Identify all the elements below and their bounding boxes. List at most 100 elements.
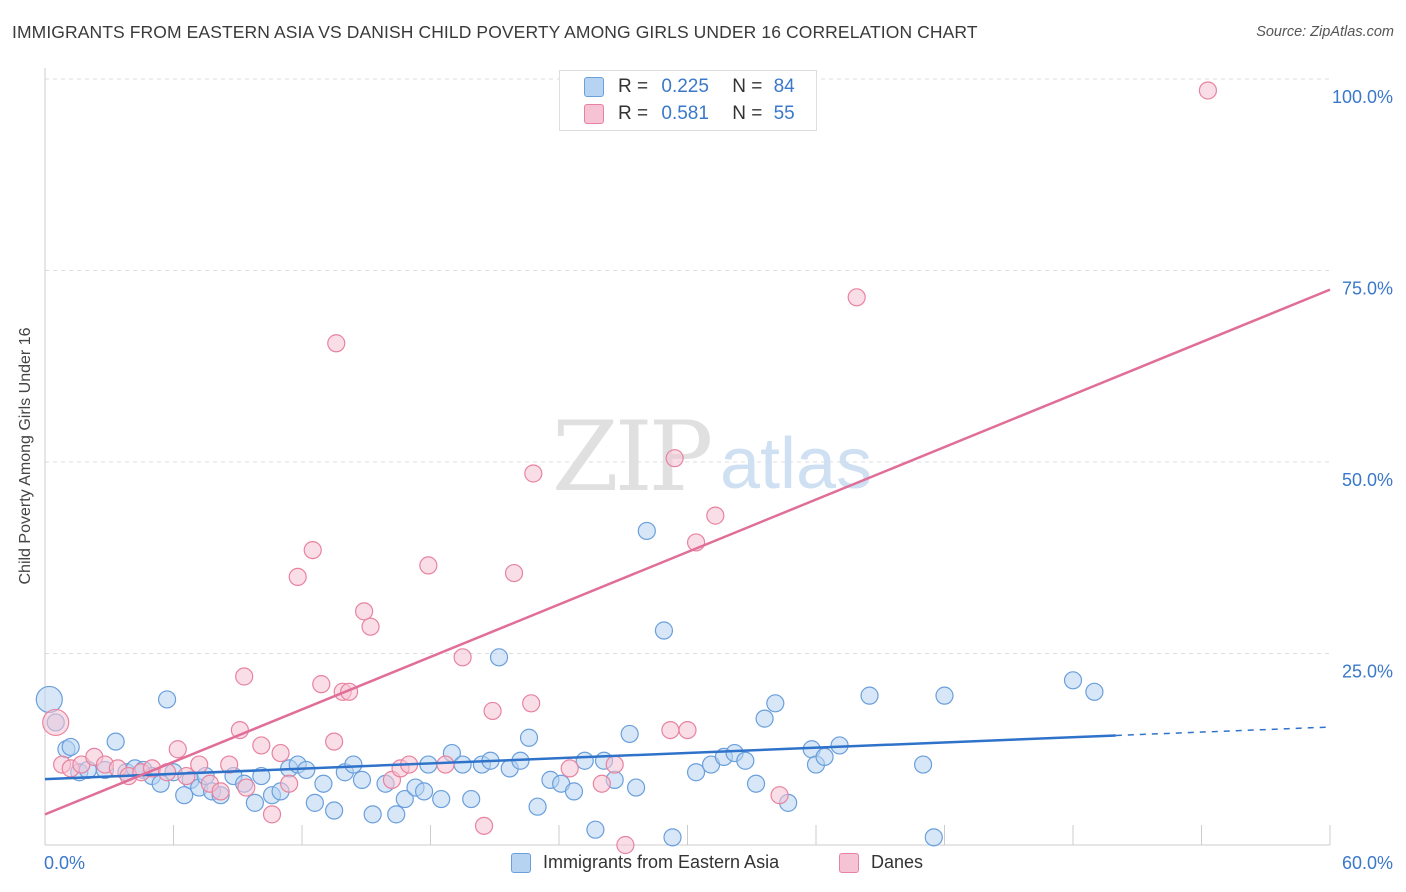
data-point [766,694,785,713]
legend-r-value: 0.581 [661,103,709,124]
data-point [654,621,674,640]
data-point [387,805,406,824]
data-point [519,728,539,747]
trend-lines [44,288,1331,816]
data-point [605,755,624,774]
legend-r-label: R = [618,76,649,97]
data-point [220,755,239,774]
legend-n-value: 84 [773,76,795,97]
gridlines [45,78,1330,654]
data-point [504,563,524,583]
data-point [706,506,725,525]
legend-item-immigrants: Immigrants from Eastern Asia [511,852,779,873]
data-point [453,648,472,667]
y-tick-label: 25.0% [1342,662,1393,682]
data-point [736,751,755,770]
data-point [325,732,344,751]
data-point [483,701,502,721]
tick-labels: 100.0% 75.0% 50.0% 25.0% 0.0% 60.0% [44,87,1393,873]
data-point [355,602,374,621]
data-point [847,288,866,307]
legend-n-value: 55 [773,103,795,124]
data-point [363,805,382,824]
data-point [106,732,125,751]
data-point [474,816,494,835]
data-point [314,774,333,793]
data-point [303,540,322,560]
data-point [746,774,766,793]
data-point [620,724,639,744]
data-point [288,567,307,587]
legend-item-danes: Danes [839,852,923,873]
data-point [175,786,194,805]
data-point [564,782,584,801]
x-tick-label: 60.0% [1342,853,1393,873]
data-point [61,737,80,757]
legend-swatch-pink [584,104,604,124]
data-point [1198,81,1218,100]
data-point [419,556,438,575]
series-immigrants-eastern-asia [35,521,1104,847]
data-point [913,755,933,774]
series-legend: Immigrants from Eastern Asia Danes [0,852,1406,878]
trend-line-danes [44,288,1331,816]
data-point [395,789,414,809]
legend-swatch-blue [584,77,604,97]
data-point [312,675,331,694]
data-point [252,736,271,755]
data-point [924,828,943,847]
data-point [453,755,472,774]
data-point [432,789,451,809]
chart-title: IMMIGRANTS FROM EASTERN ASIA VS DANISH C… [12,22,978,42]
legend-n-label: N = [732,103,763,124]
watermark: ZIP atlas [552,401,872,513]
data-point [352,770,372,789]
data-point [42,708,70,737]
data-point [157,690,177,709]
data-point [678,720,697,740]
data-point [637,521,656,541]
legend-r-label: R = [618,103,649,124]
data-point [755,709,774,728]
legend-n-label: N = [732,76,763,97]
y-tick-label: 100.0% [1332,87,1393,107]
data-point [626,778,646,797]
data-point [522,694,541,713]
legend-swatch-blue [511,852,531,873]
data-point [325,801,344,820]
data-point [1085,682,1104,701]
data-point [663,828,682,847]
legend-label-danes: Danes [871,852,924,872]
correlation-legend: R = 0.225 N = 84 R = 0.581 N = 55 [559,70,817,131]
data-point [575,751,594,770]
data-point [436,755,455,774]
data-point [211,782,230,801]
data-point [770,786,789,805]
data-point [528,797,547,816]
data-point [815,747,834,767]
data-point [860,686,879,705]
data-point [462,789,481,809]
data-point [361,617,380,636]
data-point [489,648,509,667]
source-label: Source: ZipAtlas.com [1256,24,1394,40]
data-point [661,720,680,740]
data-point [414,782,434,801]
data-point [665,449,684,468]
data-point [305,793,324,812]
data-point [616,835,635,855]
data-point [235,667,254,686]
data-point [168,740,187,759]
legend-label-immigrants: Immigrants from Eastern Asia [543,852,780,872]
legend-row-blue: R = 0.225 N = 84 [584,75,795,99]
legend-row-pink: R = 0.581 N = 55 [584,102,795,126]
data-point [686,763,706,782]
data-point [524,464,543,483]
data-point [935,686,954,705]
data-point [344,755,363,774]
data-point [190,755,209,774]
y-tick-label: 50.0% [1342,470,1393,490]
y-tick-label: 75.0% [1342,279,1393,299]
data-point [1063,671,1083,690]
legend-r-value: 0.225 [661,76,709,97]
